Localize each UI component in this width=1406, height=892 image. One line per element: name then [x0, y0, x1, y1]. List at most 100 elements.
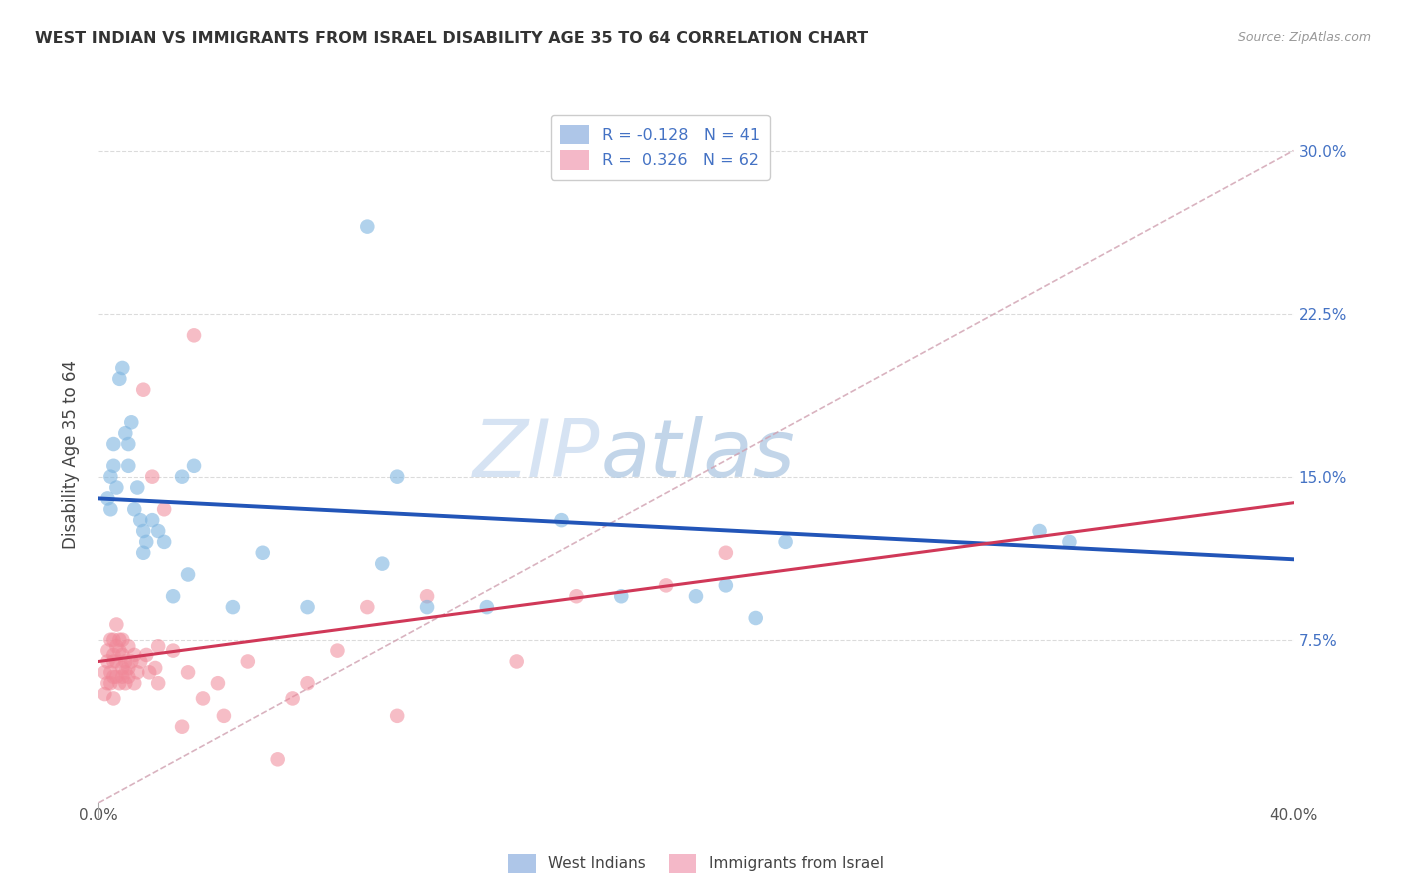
Point — [114, 426, 136, 441]
Point — [385, 469, 409, 483]
Point — [100, 469, 122, 483]
Point — [111, 648, 134, 662]
Point — [129, 513, 152, 527]
Point — [416, 600, 439, 615]
Point — [117, 639, 139, 653]
Point — [135, 535, 157, 549]
Point — [297, 676, 319, 690]
Point — [124, 502, 146, 516]
Point — [281, 691, 304, 706]
Point — [162, 643, 184, 657]
Legend: West Indians, Immigrants from Israel: West Indians, Immigrants from Israel — [502, 847, 890, 879]
Point — [114, 665, 136, 680]
Point — [103, 655, 125, 669]
Point — [108, 643, 131, 657]
Point — [108, 676, 131, 690]
Point — [172, 469, 194, 483]
Point — [153, 502, 176, 516]
Point — [117, 661, 139, 675]
Point — [132, 546, 155, 560]
Point — [96, 643, 118, 657]
Point — [162, 589, 184, 603]
Text: WEST INDIAN VS IMMIGRANTS FROM ISRAEL DISABILITY AGE 35 TO 64 CORRELATION CHART: WEST INDIAN VS IMMIGRANTS FROM ISRAEL DI… — [35, 31, 869, 46]
Point — [117, 670, 139, 684]
Point — [183, 328, 205, 343]
Point — [207, 676, 229, 690]
Point — [356, 600, 378, 615]
Point — [183, 458, 205, 473]
Point — [236, 655, 259, 669]
Point — [177, 567, 200, 582]
Point — [685, 589, 707, 603]
Point — [120, 655, 142, 669]
Point — [100, 665, 122, 680]
Text: atlas: atlas — [600, 416, 796, 494]
Point — [565, 589, 588, 603]
Point — [356, 219, 378, 234]
Point — [105, 481, 128, 495]
Point — [138, 665, 160, 680]
Point — [267, 752, 290, 766]
Point — [177, 665, 200, 680]
Point — [141, 513, 163, 527]
Point — [135, 648, 157, 662]
Point — [610, 589, 633, 603]
Point — [117, 437, 139, 451]
Point — [655, 578, 678, 592]
Point — [120, 415, 142, 429]
Point — [775, 535, 797, 549]
Point — [714, 546, 737, 560]
Point — [105, 670, 128, 684]
Point — [100, 502, 122, 516]
Point — [93, 687, 115, 701]
Point — [96, 676, 118, 690]
Point — [103, 437, 125, 451]
Point — [148, 639, 170, 653]
Point — [297, 600, 319, 615]
Point — [96, 655, 118, 669]
Point — [191, 691, 214, 706]
Point — [143, 661, 166, 675]
Point — [111, 632, 134, 647]
Point — [252, 546, 274, 560]
Point — [124, 676, 146, 690]
Point — [1059, 535, 1081, 549]
Point — [222, 600, 245, 615]
Point — [124, 648, 146, 662]
Point — [108, 632, 131, 647]
Point — [114, 655, 136, 669]
Point — [96, 491, 118, 506]
Point — [114, 676, 136, 690]
Point — [105, 617, 128, 632]
Point — [111, 360, 134, 375]
Point — [326, 643, 349, 657]
Point — [371, 557, 394, 571]
Point — [212, 708, 235, 723]
Point — [100, 676, 122, 690]
Y-axis label: Disability Age 35 to 64: Disability Age 35 to 64 — [62, 360, 80, 549]
Point — [506, 655, 529, 669]
Point — [127, 665, 149, 680]
Point — [117, 458, 139, 473]
Point — [132, 524, 155, 538]
Point — [129, 655, 152, 669]
Point — [141, 469, 163, 483]
Text: Source: ZipAtlas.com: Source: ZipAtlas.com — [1237, 31, 1371, 45]
Point — [111, 661, 134, 675]
Point — [93, 665, 115, 680]
Point — [550, 513, 572, 527]
Point — [105, 639, 128, 653]
Point — [148, 676, 170, 690]
Point — [745, 611, 768, 625]
Point — [105, 655, 128, 669]
Point — [127, 481, 149, 495]
Point — [416, 589, 439, 603]
Point — [172, 720, 194, 734]
Point — [153, 535, 176, 549]
Text: ZIP: ZIP — [472, 416, 600, 494]
Point — [103, 458, 125, 473]
Point — [111, 670, 134, 684]
Point — [108, 372, 131, 386]
Point — [100, 632, 122, 647]
Point — [132, 383, 155, 397]
